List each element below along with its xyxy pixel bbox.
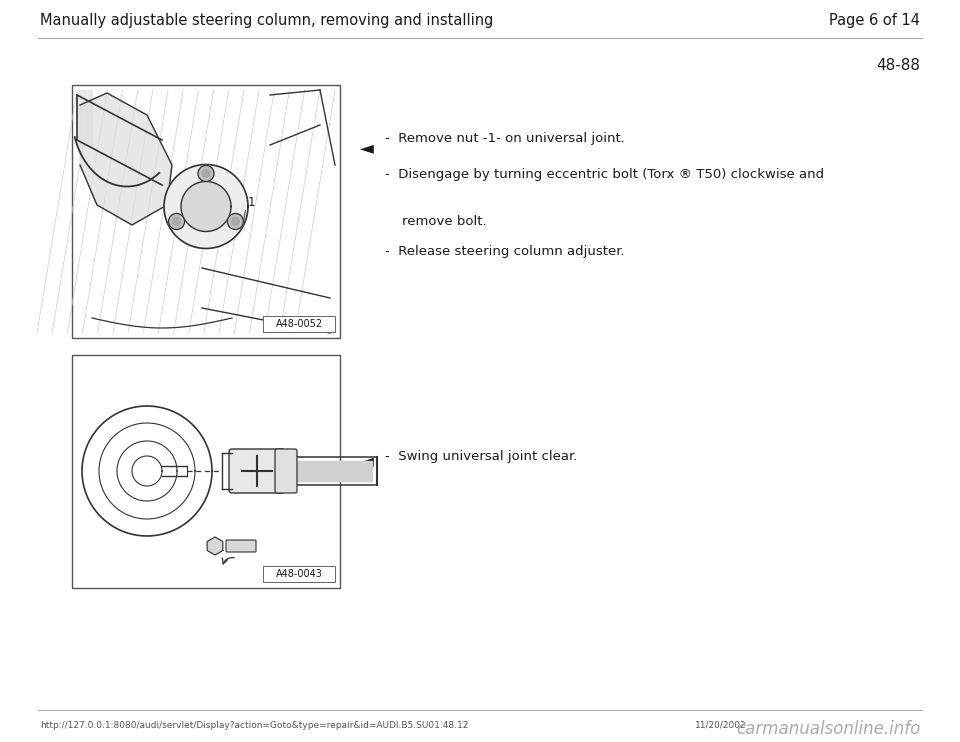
Circle shape — [228, 214, 244, 229]
Bar — [263, 566, 335, 582]
Polygon shape — [207, 537, 223, 555]
Circle shape — [169, 439, 179, 449]
Text: 11/20/2002: 11/20/2002 — [695, 720, 747, 729]
Text: ◄: ◄ — [360, 453, 373, 470]
Text: Manually adjustable steering column, removing and installing: Manually adjustable steering column, rem… — [40, 13, 493, 27]
Circle shape — [142, 428, 152, 438]
Circle shape — [173, 217, 180, 226]
Text: -  Remove nut -1- on universal joint.: - Remove nut -1- on universal joint. — [385, 132, 625, 145]
Text: A48-0043: A48-0043 — [276, 569, 323, 579]
Polygon shape — [80, 93, 172, 225]
FancyBboxPatch shape — [275, 449, 297, 493]
Circle shape — [231, 217, 239, 226]
Bar — [72, 85, 340, 338]
Text: carmanualsonline.info: carmanualsonline.info — [735, 720, 920, 738]
Circle shape — [202, 169, 210, 177]
Circle shape — [115, 493, 125, 503]
Polygon shape — [287, 461, 372, 481]
Text: -  Release steering column adjuster.: - Release steering column adjuster. — [385, 245, 625, 258]
Text: -  Swing universal joint clear.: - Swing universal joint clear. — [385, 450, 577, 463]
Polygon shape — [164, 165, 248, 249]
Bar — [72, 355, 340, 588]
Polygon shape — [181, 182, 231, 232]
Circle shape — [169, 493, 179, 503]
Circle shape — [198, 165, 214, 182]
Circle shape — [169, 214, 184, 229]
Text: remove bolt.: remove bolt. — [385, 215, 487, 228]
Text: ◄: ◄ — [360, 139, 373, 157]
Text: 1: 1 — [248, 197, 255, 209]
Text: -  Disengage by turning eccentric bolt (Torx ® T50) clockwise and: - Disengage by turning eccentric bolt (T… — [385, 168, 824, 181]
Text: http://127.0.0.1:8080/audi/servlet/Display?action=Goto&type=repair&id=AUDI.B5.SU: http://127.0.0.1:8080/audi/servlet/Displ… — [40, 720, 468, 729]
Text: Page 6 of 14: Page 6 of 14 — [829, 13, 920, 27]
Text: 48-88: 48-88 — [876, 57, 920, 73]
Text: A48-0052: A48-0052 — [276, 319, 323, 329]
Circle shape — [142, 504, 152, 514]
FancyBboxPatch shape — [226, 540, 256, 552]
FancyBboxPatch shape — [229, 449, 285, 493]
Bar — [263, 316, 335, 332]
Circle shape — [115, 439, 125, 449]
